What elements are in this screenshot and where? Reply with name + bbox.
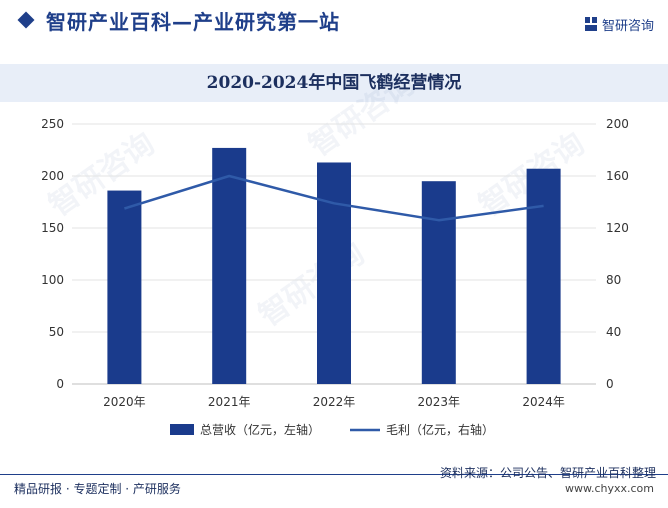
brand: 智研咨询 xyxy=(584,14,654,34)
y-left-tick-label: 150 xyxy=(41,221,64,235)
y-right-tick-label: 80 xyxy=(606,273,621,287)
footer-source: 资料来源：公司公告、智研产业百科整理 xyxy=(439,466,656,480)
y-right-tick-label: 40 xyxy=(606,325,621,339)
x-tick-label: 2022年 xyxy=(313,395,356,409)
bar xyxy=(317,162,351,384)
page-header: 智研产业百科—产业研究第一站 智研咨询 xyxy=(0,0,668,44)
legend-label-line: 毛利（亿元，右轴） xyxy=(386,422,494,437)
bar xyxy=(212,147,247,384)
page-title: 智研产业百科—产业研究第一站 xyxy=(46,10,340,34)
footer-divider xyxy=(0,474,668,475)
y-left-tick-label: 250 xyxy=(41,117,64,131)
brand-name: 智研咨询 xyxy=(601,18,654,34)
x-tick-label: 2024年 xyxy=(522,395,565,409)
legend-swatch-bar xyxy=(170,424,194,435)
bar xyxy=(107,190,142,384)
legend-label-bar: 总营收（亿元，左轴） xyxy=(200,422,320,437)
bar xyxy=(526,168,561,384)
y-left-tick-label: 50 xyxy=(49,325,64,339)
x-tick-label: 2020年 xyxy=(103,395,146,409)
y-left-tick-label: 200 xyxy=(41,169,64,183)
brand-logo-icon xyxy=(584,17,597,31)
y-right-tick-label: 120 xyxy=(606,221,629,235)
y-right-tick-label: 200 xyxy=(606,117,629,131)
x-tick-label: 2021年 xyxy=(208,395,251,409)
y-right-tick-label: 0 xyxy=(606,377,614,391)
y-right-tick-label: 160 xyxy=(606,169,629,183)
chart-title-bar xyxy=(0,64,668,102)
footer-url: www.chyxx.com xyxy=(564,482,654,495)
bar xyxy=(421,181,456,384)
footer-tags: 精品研报 · 专题定制 · 产研服务 xyxy=(14,482,181,496)
y-left-tick-label: 100 xyxy=(41,273,64,287)
chart-title: 2020-2024年中国飞鹤经营情况 xyxy=(206,73,462,93)
y-left-tick-label: 0 xyxy=(56,377,64,391)
x-tick-label: 2023年 xyxy=(418,395,461,409)
